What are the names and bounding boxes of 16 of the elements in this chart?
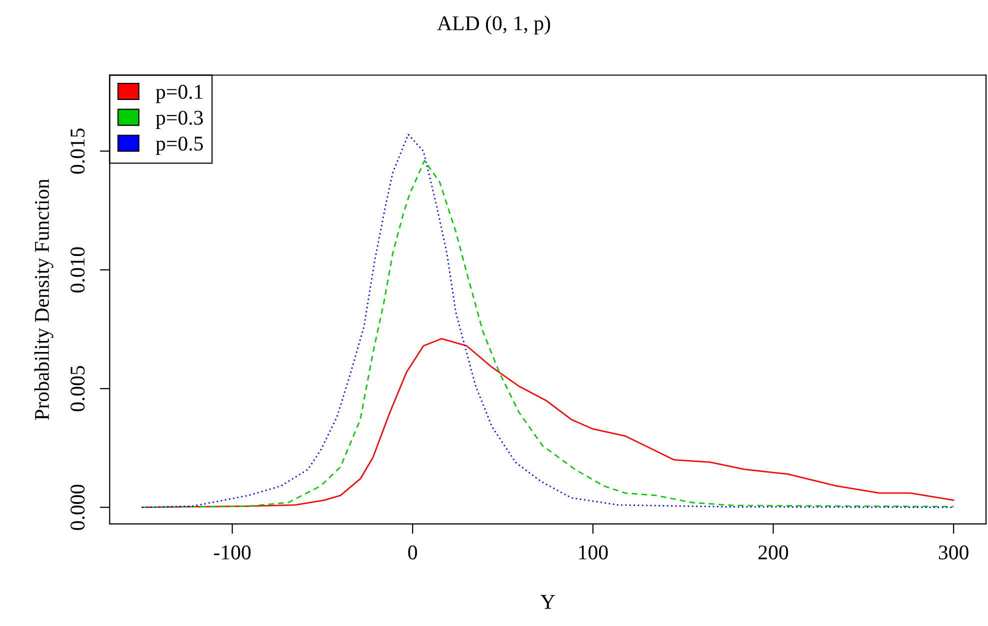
x-tick-label: 100 bbox=[579, 545, 608, 560]
y-axis-title: Probability Density Function bbox=[34, 178, 54, 420]
x-tick-label: 200 bbox=[758, 545, 788, 560]
y-tick-label: 0.015 bbox=[70, 128, 85, 174]
chart-title: ALD (0, 1, p) bbox=[437, 16, 550, 35]
line-series bbox=[141, 338, 954, 508]
x-tick-label: 300 bbox=[938, 545, 968, 560]
x-axis-title: Y bbox=[540, 595, 555, 609]
y-tick-label: 0.010 bbox=[70, 247, 85, 292]
x-tick-label: 0 bbox=[408, 545, 418, 560]
legend-label: p=0.1 bbox=[156, 84, 202, 104]
legend-label: p=0.5 bbox=[156, 136, 203, 155]
y-tick-label: 0.005 bbox=[70, 366, 85, 412]
x-tick-label: -100 bbox=[214, 545, 251, 560]
legend-label: p=0.3 bbox=[156, 110, 203, 129]
y-tick-label: 0.000 bbox=[70, 484, 85, 530]
